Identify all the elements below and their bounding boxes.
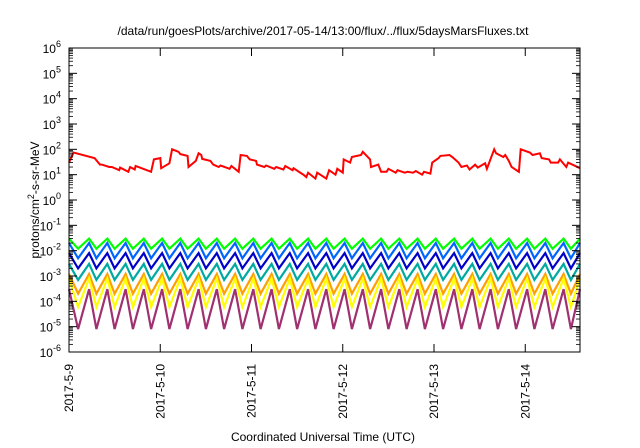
series-line-8 (67, 288, 582, 330)
series-line-1 (68, 146, 581, 181)
y-tick-label: 101 (43, 166, 61, 183)
x-tick-label: 2017-5-12 (336, 364, 350, 419)
y-tick-label: 10-4 (40, 292, 61, 309)
y-axis-label-main: protons/cm (28, 199, 42, 258)
y-tick-label: 10-6 (40, 343, 61, 360)
series-line-2 (68, 236, 581, 251)
y-tick-label: 10-3 (40, 267, 61, 284)
y-tick-label: 102 (43, 140, 61, 157)
x-tick-label: 2017-5-9 (62, 364, 76, 412)
y-tick-label: 10-5 (40, 318, 61, 335)
y-tick-label: 10-2 (40, 242, 61, 259)
y-axis-label-superscript: 2 (26, 194, 36, 199)
y-tick-label: 105 (43, 64, 61, 81)
x-tick-label: 2017-5-11 (245, 364, 259, 418)
y-axis-label: protons/cm2-s-sr-MeV (26, 141, 42, 258)
series-line-7 (67, 274, 582, 311)
series-line-6 (68, 271, 581, 297)
series-line-4 (68, 250, 581, 271)
y-tick-labels: 10-6 10-5 10-4 10-3 10-2 10-1 100 101 102 103 104 1… (40, 39, 61, 360)
y-tick-label: 104 (43, 90, 61, 107)
series-line-3 (68, 240, 581, 261)
x-axis-label: Coordinated Universal Time (UTC) (231, 430, 415, 444)
series-line-5 (68, 261, 581, 283)
x-tick-label: 2017-5-14 (518, 364, 532, 419)
x-tick-label: 2017-5-10 (153, 364, 167, 419)
y-tick-label: 10-1 (40, 216, 61, 233)
y-tick-label: 103 (43, 115, 61, 132)
plot-area (67, 47, 582, 353)
y-axis-label-tail: -s-sr-MeV (28, 141, 42, 194)
chart-title: /data/run/goesPlots/archive/2017-05-14/1… (118, 24, 530, 38)
y-tick-label: 100 (43, 191, 61, 208)
x-tick-label: 2017-5-13 (427, 364, 441, 419)
y-tick-label: 106 (43, 39, 61, 56)
x-tick-labels: 2017-5-9 2017-5-10 2017-5-11 2017-5-12 2017-… (62, 364, 532, 419)
